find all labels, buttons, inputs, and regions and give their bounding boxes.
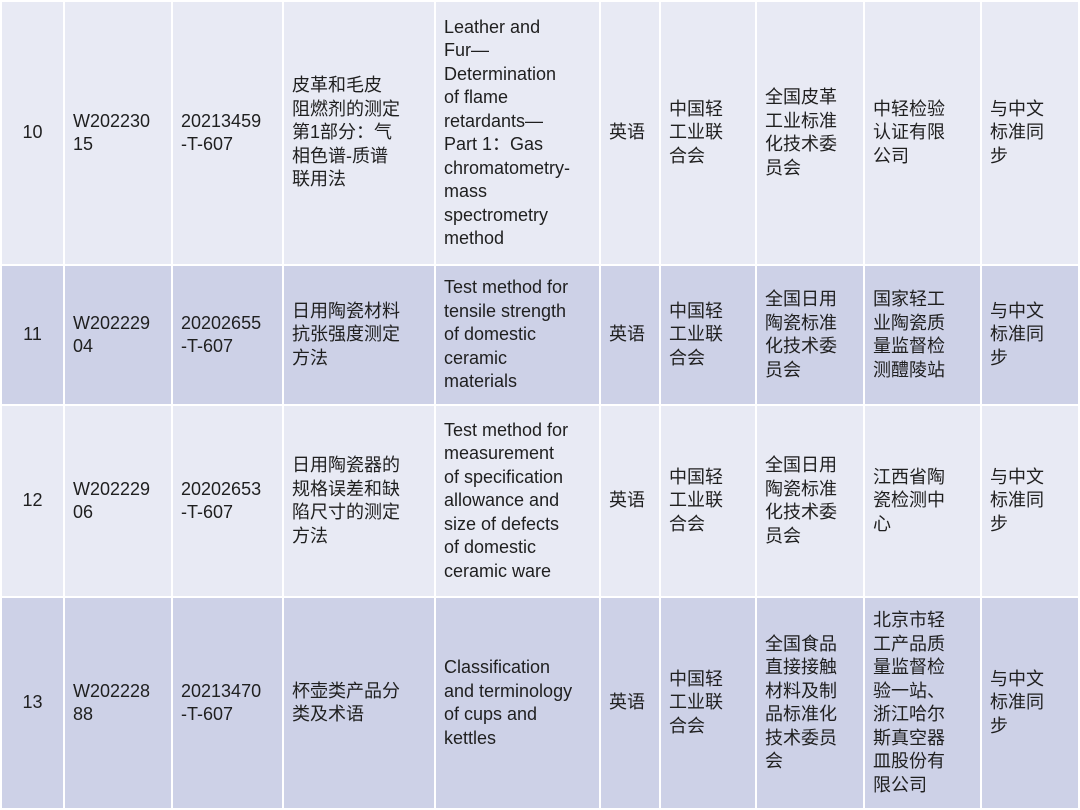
organization: 中国轻 工业联 合会 (669, 668, 723, 736)
drafting-unit: 北京市轻 工产品质 量监督检 验一站、 浙江哈尔 斯真空器 皿股份有 限公司 (873, 610, 945, 795)
cell-sync-status: 与中文 标准同 步 (982, 266, 1078, 404)
cell-organization: 中国轻 工业联 合会 (661, 266, 755, 404)
title-zh: 日用陶瓷材料 抗张强度测定 方法 (292, 300, 400, 368)
cell-plan-number: 20213459 -T-607 (173, 2, 282, 264)
cell-drafting-unit: 北京市轻 工产品质 量监督检 验一站、 浙江哈尔 斯真空器 皿股份有 限公司 (865, 598, 980, 808)
cell-index: 10 (2, 2, 63, 264)
cell-language: 英语 (601, 266, 659, 404)
row-index: 13 (22, 692, 43, 713)
row-index: 12 (22, 490, 43, 511)
organization: 中国轻 工业联 合会 (669, 300, 723, 368)
project-code: W202229 06 (73, 478, 151, 523)
cell-index: 13 (2, 598, 63, 808)
plan-number: 20213459 -T-607 (181, 110, 262, 155)
title-en: Leather and Fur— Determination of flame … (444, 16, 571, 249)
title-en: Test method for measurement of specifica… (444, 419, 569, 581)
cell-title-en: Test method for measurement of specifica… (436, 406, 599, 596)
cell-index: 12 (2, 406, 63, 596)
sync-status: 与中文 标准同 步 (990, 668, 1044, 736)
language: 英语 (609, 324, 645, 345)
cell-project-code: W202228 88 (65, 598, 171, 808)
title-en: Classification and terminology of cups a… (444, 657, 573, 748)
cell-sync-status: 与中文 标准同 步 (982, 2, 1078, 264)
cell-language: 英语 (601, 2, 659, 264)
cell-project-code: W202230 15 (65, 2, 171, 264)
drafting-unit: 中轻检验 认证有限 公司 (873, 98, 945, 166)
cell-language: 英语 (601, 598, 659, 808)
language: 英语 (609, 692, 645, 713)
committee: 全国日用 陶瓷标准 化技术委 员会 (765, 289, 837, 380)
plan-number: 20202655 -T-607 (181, 312, 262, 357)
sync-status: 与中文 标准同 步 (990, 300, 1044, 368)
cell-committee: 全国皮革 工业标准 化技术委 员会 (757, 2, 863, 264)
cell-title-zh: 皮革和毛皮 阻燃剂的测定 第1部分：气 相色谱-质谱 联用法 (284, 2, 434, 264)
title-zh: 皮革和毛皮 阻燃剂的测定 第1部分：气 相色谱-质谱 联用法 (292, 75, 400, 190)
committee: 全国食品 直接接触 材料及制 品标准化 技术委员 会 (765, 633, 837, 772)
project-code: W202229 04 (73, 312, 151, 357)
cell-index: 11 (2, 266, 63, 404)
cell-language: 英语 (601, 406, 659, 596)
cell-title-en: Classification and terminology of cups a… (436, 598, 599, 808)
row-index: 10 (22, 122, 43, 143)
drafting-unit: 江西省陶 瓷检测中 心 (873, 466, 945, 534)
cell-drafting-unit: 江西省陶 瓷检测中 心 (865, 406, 980, 596)
cell-title-en: Test method for tensile strength of dome… (436, 266, 599, 404)
cell-organization: 中国轻 工业联 合会 (661, 2, 755, 264)
drafting-unit: 国家轻工 业陶瓷质 量监督检 测醴陵站 (873, 289, 945, 380)
cell-committee: 全国日用 陶瓷标准 化技术委 员会 (757, 406, 863, 596)
cell-project-code: W202229 04 (65, 266, 171, 404)
title-zh: 日用陶瓷器的 规格误差和缺 陷尺寸的测定 方法 (292, 455, 400, 546)
cell-sync-status: 与中文 标准同 步 (982, 406, 1078, 596)
cell-plan-number: 20202655 -T-607 (173, 266, 282, 404)
title-en: Test method for tensile strength of dome… (444, 277, 569, 392)
cell-committee: 全国日用 陶瓷标准 化技术委 员会 (757, 266, 863, 404)
cell-drafting-unit: 中轻检验 认证有限 公司 (865, 2, 980, 264)
committee: 全国日用 陶瓷标准 化技术委 员会 (765, 455, 837, 546)
cell-title-en: Leather and Fur— Determination of flame … (436, 2, 599, 264)
cell-organization: 中国轻 工业联 合会 (661, 406, 755, 596)
project-code: W202228 88 (73, 680, 151, 725)
plan-number: 20213470 -T-607 (181, 680, 262, 725)
cell-title-zh: 日用陶瓷器的 规格误差和缺 陷尺寸的测定 方法 (284, 406, 434, 596)
cell-title-zh: 杯壶类产品分 类及术语 (284, 598, 434, 808)
cell-organization: 中国轻 工业联 合会 (661, 598, 755, 808)
cell-sync-status: 与中文 标准同 步 (982, 598, 1078, 808)
language: 英语 (609, 490, 645, 511)
cell-committee: 全国食品 直接接触 材料及制 品标准化 技术委员 会 (757, 598, 863, 808)
cell-title-zh: 日用陶瓷材料 抗张强度测定 方法 (284, 266, 434, 404)
project-code: W202230 15 (73, 110, 151, 155)
cell-plan-number: 20202653 -T-607 (173, 406, 282, 596)
cell-plan-number: 20213470 -T-607 (173, 598, 282, 808)
cell-drafting-unit: 国家轻工 业陶瓷质 量监督检 测醴陵站 (865, 266, 980, 404)
sync-status: 与中文 标准同 步 (990, 98, 1044, 166)
row-index: 11 (23, 324, 42, 345)
plan-number: 20202653 -T-607 (181, 478, 262, 523)
cell-project-code: W202229 06 (65, 406, 171, 596)
title-zh: 杯壶类产品分 类及术语 (292, 680, 400, 725)
organization: 中国轻 工业联 合会 (669, 98, 723, 166)
committee: 全国皮革 工业标准 化技术委 员会 (765, 87, 837, 178)
sync-status: 与中文 标准同 步 (990, 466, 1044, 534)
organization: 中国轻 工业联 合会 (669, 466, 723, 534)
language: 英语 (609, 122, 645, 143)
